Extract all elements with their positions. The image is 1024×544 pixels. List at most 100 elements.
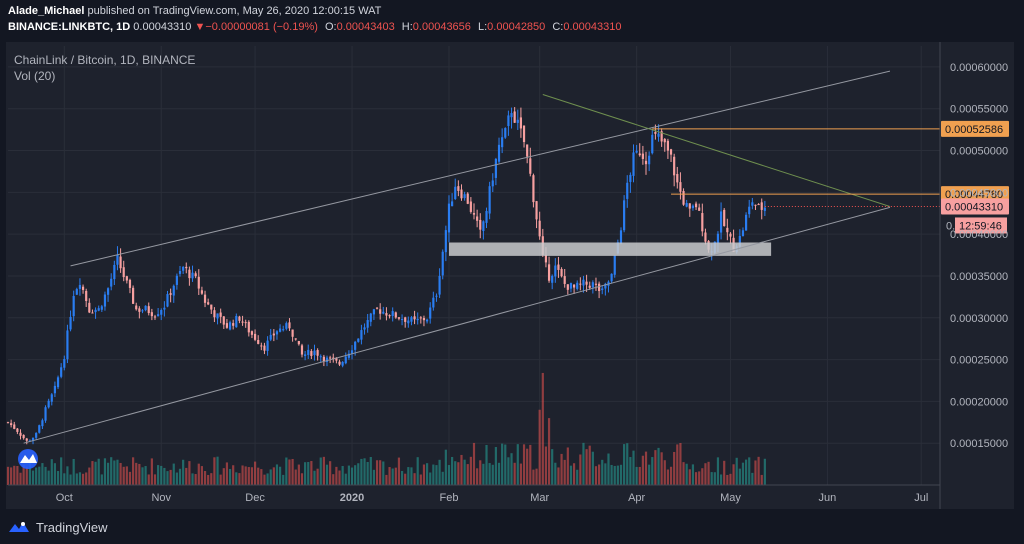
candle [329,357,332,359]
candle [150,312,153,317]
volume-bar [441,471,444,485]
last-price-tag: 0.00043310 [945,201,1003,213]
volume-bar [735,457,738,485]
candle [253,333,257,340]
candle [47,400,50,408]
volume-bar [504,444,507,485]
candle [682,190,685,205]
volume-bar [400,470,404,485]
volume-bar [679,442,682,485]
volume-bar [397,457,401,485]
volume-bar [363,458,366,485]
volume-bar [41,463,44,485]
volume-bar [510,453,513,485]
support-zone[interactable] [448,242,772,256]
candle [203,294,207,303]
volume-bar [763,458,766,485]
tradingview-logo-icon[interactable] [8,520,30,534]
volume-bar [47,470,50,485]
candle [122,267,125,278]
candle [397,317,401,319]
y-tick-label: 0.00030000 [950,313,1008,325]
volume-bar [522,444,526,485]
candle [757,204,760,206]
candle [278,328,282,332]
descending-trendline[interactable] [542,94,891,208]
volume-bar [732,464,735,485]
volume-bar [385,474,388,485]
volume-bar [507,457,510,485]
volume-bar [241,465,244,485]
candle [25,438,28,441]
y-tick-label: 0.00020000 [950,396,1008,408]
volume-bar [613,465,616,485]
footer-brand[interactable]: TradingView [36,519,108,535]
volume-bar [247,467,250,485]
author-name[interactable]: Alade_Michael [8,5,85,17]
volume-bar [535,468,538,485]
candle [282,329,285,331]
candle [100,306,103,310]
chart-logo-glyph-icon [20,454,37,463]
volume-bar [269,469,272,485]
volume-bar [266,473,269,485]
candle [22,434,25,439]
candle [701,213,704,232]
volume-bar [663,460,666,485]
y-tick-label: 0.00035000 [950,271,1008,283]
candle [623,200,626,231]
candle [200,290,204,294]
volume-bar [660,452,663,485]
volume-bar [163,467,166,485]
volume-bar [572,463,576,485]
volume-bar [291,458,294,485]
volume-bar [513,462,516,485]
candle [738,235,741,247]
candle [560,268,563,277]
candle [604,283,607,289]
volume-bar [547,418,551,485]
channel-upper-line[interactable] [70,70,891,267]
volume-bar [66,466,69,485]
publish-line: Alade_Michael published on TradingView.c… [8,5,381,17]
candle [557,264,560,270]
volume-bar [19,472,22,485]
symbol-label[interactable]: BINANCE:LINKBTC, 1D [8,21,131,33]
volume-bar [88,467,91,485]
candle [66,330,69,360]
volume-bar [316,468,319,485]
candle [235,315,238,328]
candle [304,354,307,356]
volume-bar [275,464,279,485]
volume-bar [110,457,113,485]
candle [291,329,294,337]
candle [660,131,663,142]
volume-bar [563,459,566,485]
x-tick-label: Jun [819,492,837,504]
volume-bar [228,468,232,485]
candle [394,312,397,318]
candle [166,294,169,307]
volume-indicator-label[interactable]: Vol (20) [14,69,56,83]
volume-bar [607,453,610,485]
volume-bar [366,461,369,485]
channel-lower-line[interactable] [23,206,891,444]
volume-bar [488,463,491,485]
y-tick-label: 0.00025000 [950,355,1008,367]
volume-bar [469,456,472,485]
volume-bar [203,471,207,485]
candle [669,149,673,155]
chart-title[interactable]: ChainLink / Bitcoin, 1D, BINANCE [14,53,196,67]
candle [432,297,435,308]
candle [472,213,476,215]
volume-bar [669,466,673,485]
volume-bar [538,409,541,485]
candle [297,341,300,345]
volume-bar [188,461,191,485]
volume-bar [197,463,200,485]
volume-bar [532,469,535,485]
volume-bar [744,459,748,485]
volume-bar [432,464,435,485]
